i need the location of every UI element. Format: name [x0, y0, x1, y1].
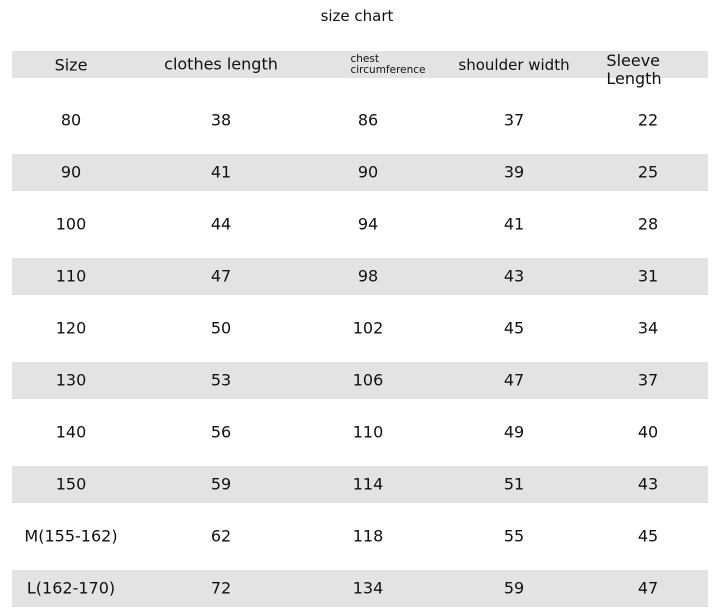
table-cell: 90 [60, 162, 82, 182]
table-cell: 110 [352, 422, 384, 442]
header-chest-circumference: chest circumference [350, 54, 425, 76]
table-cell: 45 [637, 526, 659, 546]
table-cell: 102 [352, 318, 384, 338]
table-cell: 114 [352, 474, 384, 494]
table-cell: 150 [55, 474, 87, 494]
table-cell: 59 [210, 474, 232, 494]
table-cell: 72 [210, 578, 232, 598]
table-cell: 120 [55, 318, 87, 338]
table-cell: 22 [637, 110, 659, 130]
row-band [12, 570, 708, 607]
table-cell: 56 [210, 422, 232, 442]
table-cell: 40 [637, 422, 659, 442]
table-cell: 50 [210, 318, 232, 338]
table-cell: 90 [357, 162, 379, 182]
table-cell: 43 [503, 266, 525, 286]
table-cell: 134 [352, 578, 384, 598]
table-cell: M(155-162) [24, 526, 118, 546]
page-title: size chart [320, 7, 394, 25]
table-cell: 43 [637, 474, 659, 494]
table-cell: 44 [210, 214, 232, 234]
table-cell: 34 [637, 318, 659, 338]
table-cell: 39 [503, 162, 525, 182]
table-cell: 53 [210, 370, 232, 390]
table-cell: 140 [55, 422, 87, 442]
table-cell: 118 [352, 526, 384, 546]
table-cell: 80 [60, 110, 82, 130]
header-size: Size [54, 55, 88, 75]
header-line: chest [350, 53, 379, 65]
header-line: Sleeve [606, 51, 661, 70]
table-cell: 47 [503, 370, 525, 390]
table-cell: 106 [352, 370, 384, 390]
table-cell: 49 [503, 422, 525, 442]
table-cell: 55 [503, 526, 525, 546]
table-cell: 45 [503, 318, 525, 338]
table-cell: 28 [637, 214, 659, 234]
table-cell: 62 [210, 526, 232, 546]
table-header-band [12, 51, 708, 78]
table-cell: 94 [357, 214, 379, 234]
table-cell: 37 [503, 110, 525, 130]
row-band [12, 258, 708, 295]
table-cell: 38 [210, 110, 232, 130]
table-cell: 31 [637, 266, 659, 286]
header-sleeve-length: Sleeve Length [606, 52, 661, 88]
table-cell: 25 [637, 162, 659, 182]
table-cell: 47 [637, 578, 659, 598]
table-cell: 59 [503, 578, 525, 598]
table-cell: 41 [503, 214, 525, 234]
table-cell: 110 [55, 266, 87, 286]
header-line: Length [606, 69, 662, 88]
row-band [12, 154, 708, 191]
table-cell: 86 [357, 110, 379, 130]
table-cell: 37 [637, 370, 659, 390]
table-cell: 98 [357, 266, 379, 286]
table-cell: 100 [55, 214, 87, 234]
table-cell: L(162-170) [26, 578, 116, 598]
header-clothes-length: clothes length [164, 54, 278, 74]
row-band [12, 466, 708, 503]
table-cell: 47 [210, 266, 232, 286]
table-cell: 130 [55, 370, 87, 390]
table-cell: 51 [503, 474, 525, 494]
table-cell: 41 [210, 162, 232, 182]
header-line: circumference [350, 64, 426, 76]
row-band [12, 362, 708, 399]
header-shoulder-width: shoulder width [458, 56, 570, 74]
